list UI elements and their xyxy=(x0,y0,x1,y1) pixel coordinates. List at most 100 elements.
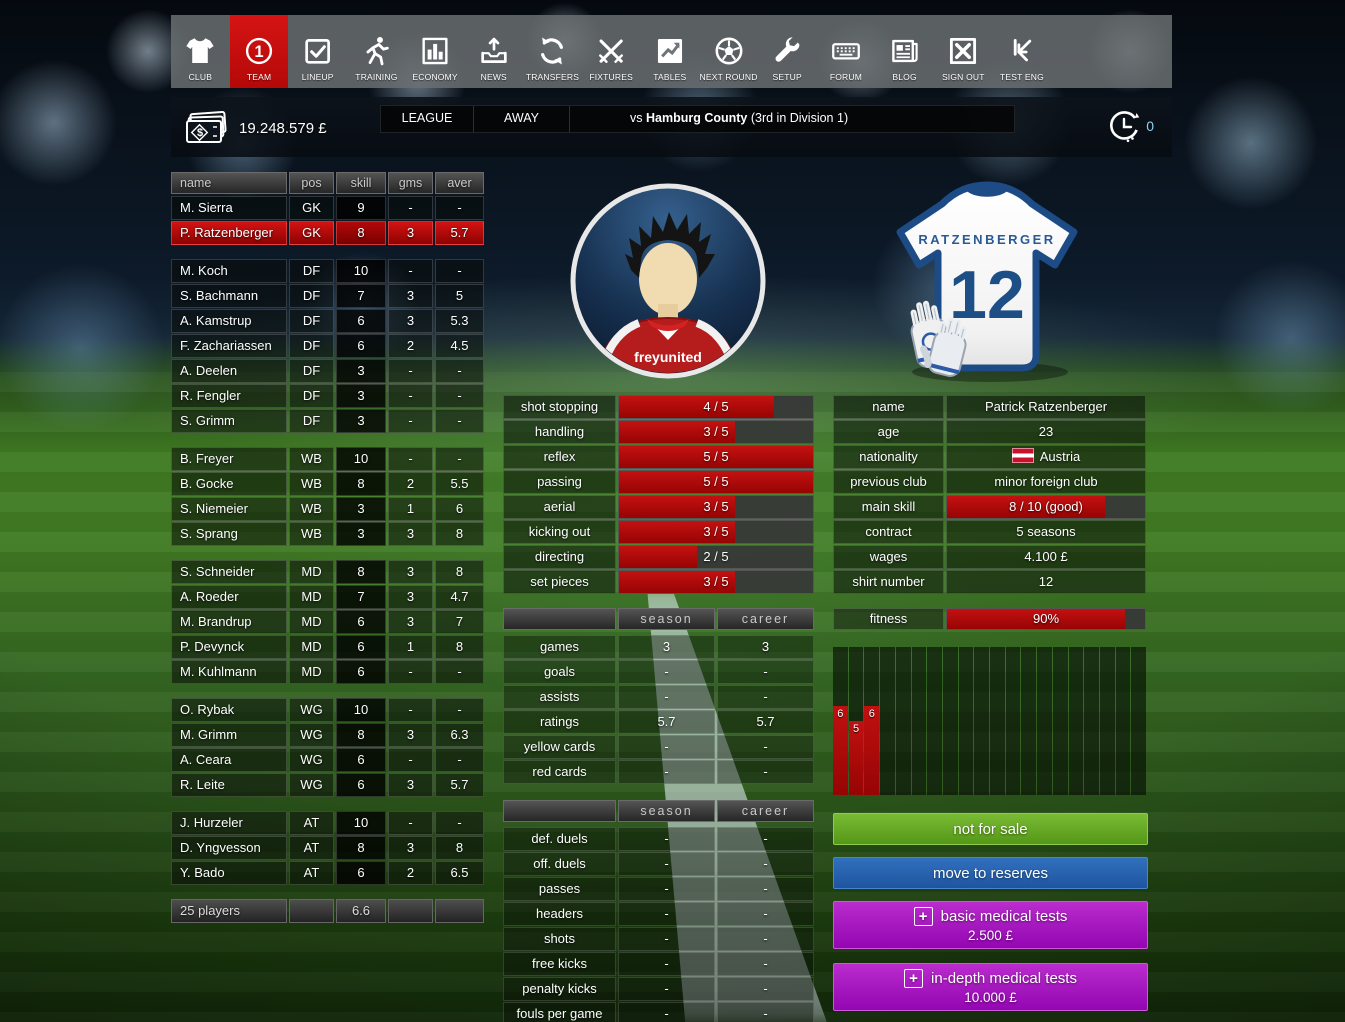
stats-detail-row-def-duels: def. duels - - xyxy=(503,827,814,851)
squad-row-a-ceara-cell-gms: - xyxy=(388,748,433,772)
squad-row-p-devynck[interactable]: P. Devynck MD 6 1 8 xyxy=(171,635,484,659)
rating-bar: 6 xyxy=(833,706,848,795)
squad-row-f-zachariassen[interactable]: F. Zachariassen DF 6 2 4.5 xyxy=(171,334,484,358)
stat-label: free kicks xyxy=(503,952,616,976)
squad-footer-row-cell-skill: 6.6 xyxy=(336,899,386,923)
squad-row-s-grimm[interactable]: S. Grimm DF 3- - xyxy=(171,409,484,433)
move-to-reserves-button[interactable]: move to reserves xyxy=(833,857,1148,889)
squad-row-o-rybak[interactable]: O. Rybak WG 10- - xyxy=(171,698,484,722)
nav-item-next-round[interactable]: NEXT ROUND xyxy=(699,15,758,88)
squad-row-m-grimm-cell-gms: 3 xyxy=(388,723,433,747)
squad-row-s-bachmann-cell-gms: 3 xyxy=(388,284,433,308)
squad-row-d-yngvesson[interactable]: D. Yngvesson AT 8 3 8 xyxy=(171,836,484,860)
keyboard-icon xyxy=(829,30,863,72)
squad-row-a-ceara[interactable]: A. Ceara WG 6- - xyxy=(171,748,484,772)
nav-item-lineup[interactable]: LINEUP xyxy=(288,15,347,88)
nav-item-test-eng[interactable]: TEST ENG xyxy=(993,15,1052,88)
nav-item-label: ECONOMY xyxy=(412,72,458,82)
main-skill-bar-fill xyxy=(947,496,1106,518)
squad-row-p-devynck-cell-name: P. Devynck xyxy=(171,635,287,659)
squad-row-r-fengler[interactable]: R. Fengler DF 3- - xyxy=(171,384,484,408)
fitness-row: fitness 90% xyxy=(833,608,1146,630)
squad-row-s-bachmann[interactable]: S. Bachmann DF 7 3 5 xyxy=(171,284,484,308)
indepth-medical-label: in-depth medical tests xyxy=(931,970,1077,987)
nav-item-economy[interactable]: ECONOMY xyxy=(406,15,465,88)
squad-row-s-schneider[interactable]: S. Schneider MD 8 3 8 xyxy=(171,560,484,584)
squad-row-m-brandrup[interactable]: M. Brandrup MD 6 3 7 xyxy=(171,610,484,634)
nav-item-setup[interactable]: SETUP xyxy=(758,15,817,88)
squad-row-b-gocke-cell-gms: 2 xyxy=(388,472,433,496)
squad-footer-row-cell-pos xyxy=(289,899,334,923)
skill-bar-fill xyxy=(619,446,813,468)
indepth-medical-price: 10.000 £ xyxy=(964,990,1017,1005)
skill-bar: 3 / 5 xyxy=(618,420,814,444)
chart-slot xyxy=(942,647,958,795)
squad-row-a-kamstrup[interactable]: A. Kamstrup DF 6 3 5.3 xyxy=(171,309,484,333)
skill-value: 3 / 5 xyxy=(703,524,729,539)
squad-row-p-ratzenberger[interactable]: P. Ratzenberger GK 8 3 5.7 xyxy=(171,221,484,245)
squad-row-m-sierra-cell-pos: GK xyxy=(289,196,334,220)
next-match-bar[interactable]: LEAGUE AWAY vs Hamburg County (3rd in Di… xyxy=(380,105,1015,133)
stat-career-value: - xyxy=(717,877,814,901)
squad-row-m-kuhlmann[interactable]: M. Kuhlmann MD 6- - xyxy=(171,660,484,684)
info-label: wages xyxy=(833,545,944,569)
stats-main-header: season career xyxy=(503,608,814,630)
main-skill-bar: 8 / 10 (good) xyxy=(946,495,1146,519)
squad-row-m-grimm[interactable]: M. Grimm WG 8 3 6.3 xyxy=(171,723,484,747)
nav-bar: CLUB 1 TEAM LINEUP TRAINING ECONOMY NEWS … xyxy=(171,15,1172,88)
squad-row-b-gocke-cell-skill: 8 xyxy=(336,472,386,496)
nav-item-club[interactable]: CLUB xyxy=(171,15,230,88)
jersey-player-name: RATZENBERGER xyxy=(918,232,1055,247)
indepth-medical-tests-button[interactable]: + in-depth medical tests 10.000 £ xyxy=(833,963,1148,1011)
squad-row-j-hurzeler[interactable]: J. Hurzeler AT 10- - xyxy=(171,811,484,835)
not-for-sale-button[interactable]: not for sale xyxy=(833,813,1148,845)
squad-row-p-ratzenberger-cell-skill: 8 xyxy=(336,221,386,245)
nav-item-forum[interactable]: FORUM xyxy=(817,15,876,88)
squad-row-a-deelen[interactable]: A. Deelen DF 3- - xyxy=(171,359,484,383)
nav-item-fixtures[interactable]: FIXTURES xyxy=(582,15,641,88)
nav-item-blog[interactable]: BLOG xyxy=(875,15,934,88)
squad-group-at: J. Hurzeler AT 10- - D. Yngvesson AT 8 3 8 Y. Bad… xyxy=(171,811,484,885)
squad-row-b-freyer[interactable]: B. Freyer WB 10- - xyxy=(171,447,484,471)
squad-row-p-devynck-cell-aver: 8 xyxy=(435,635,484,659)
squad-row-o-rybak-cell-skill: 10 xyxy=(336,698,386,722)
stat-career-value: - xyxy=(717,902,814,926)
nav-item-transfers[interactable]: TRANSFERS xyxy=(523,15,582,88)
season-column-header: season xyxy=(618,608,715,630)
nav-item-training[interactable]: TRAINING xyxy=(347,15,406,88)
stats-main-row-red-cards: red cards - - xyxy=(503,760,814,784)
skill-bar: 4 / 5 xyxy=(618,395,814,419)
squad-row-s-grimm-cell-aver: - xyxy=(435,409,484,433)
squad-row-m-kuhlmann-cell-pos: MD xyxy=(289,660,334,684)
squad-row-a-kamstrup-cell-aver: 5.3 xyxy=(435,309,484,333)
chart-slot xyxy=(895,647,911,795)
squad-row-s-niemeier-cell-pos: WB xyxy=(289,497,334,521)
nav-item-news[interactable]: NEWS xyxy=(464,15,523,88)
squad-row-a-deelen-cell-gms: - xyxy=(388,359,433,383)
squad-row-s-niemeier-cell-gms: 1 xyxy=(388,497,433,521)
nav-item-team[interactable]: 1 TEAM xyxy=(229,15,289,88)
nav-item-tables[interactable]: TABLES xyxy=(641,15,700,88)
squad-row-m-koch[interactable]: M. Koch DF 10- - xyxy=(171,259,484,283)
squad-row-s-sprang[interactable]: S. Sprang WB 3 3 8 xyxy=(171,522,484,546)
svg-text:$: $ xyxy=(197,127,203,139)
nav-item-sign-out[interactable]: SIGN OUT xyxy=(934,15,993,88)
stat-career-value: 5.7 xyxy=(717,710,814,734)
test-eng-icon xyxy=(1005,30,1039,72)
stat-season-value: - xyxy=(618,660,715,684)
stats-detail-row-free-kicks: free kicks - - xyxy=(503,952,814,976)
stat-label: headers xyxy=(503,902,616,926)
squad-row-b-freyer-cell-name: B. Freyer xyxy=(171,447,287,471)
squad-row-m-sierra[interactable]: M. Sierra GK 9- - xyxy=(171,196,484,220)
squad-row-s-niemeier[interactable]: S. Niemeier WB 3 1 6 xyxy=(171,497,484,521)
squad-row-a-roeder[interactable]: A. Roeder MD 7 3 4.7 xyxy=(171,585,484,609)
stats-detail-row-passes: passes - - xyxy=(503,877,814,901)
squad-row-y-bado[interactable]: Y. Bado AT 6 2 6.5 xyxy=(171,861,484,885)
squad-row-r-leite[interactable]: R. Leite WG 6 3 5.7 xyxy=(171,773,484,797)
money-icon: $ xyxy=(186,110,227,143)
basic-medical-tests-button[interactable]: + basic medical tests 2.500 £ xyxy=(833,901,1148,949)
squad-row-b-gocke[interactable]: B. Gocke WB 8 2 5.5 xyxy=(171,472,484,496)
chart-slot xyxy=(911,647,927,795)
squad-row-p-devynck-cell-skill: 6 xyxy=(336,635,386,659)
nav-item-label: TEAM xyxy=(246,72,272,82)
